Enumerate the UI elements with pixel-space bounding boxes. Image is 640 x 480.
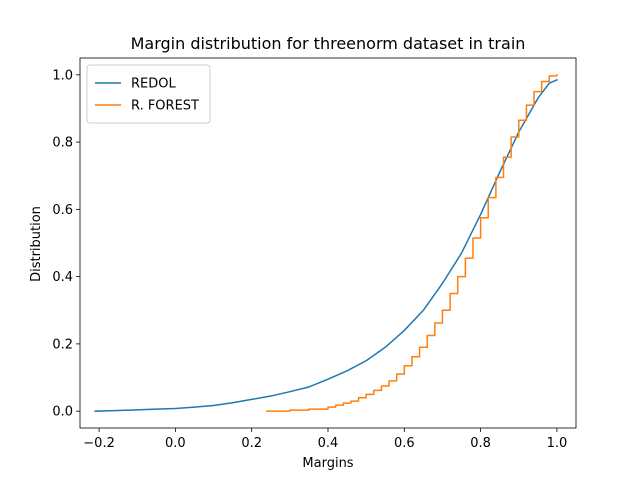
y-tick-label: 0.6	[52, 203, 73, 218]
y-tick-label: 1.0	[52, 68, 73, 83]
series-layer	[94, 74, 558, 412]
x-tick-label: 0.6	[394, 436, 415, 451]
y-tick-label: 0.2	[52, 337, 73, 352]
chart-title: Margin distribution for threenorm datase…	[131, 34, 526, 53]
y-tick-label: 0.4	[52, 270, 73, 285]
x-tick-label: 0.8	[470, 436, 491, 451]
x-tick-label: 0.4	[318, 436, 339, 451]
legend-box	[86, 64, 211, 124]
y-tick-label: 0.8	[52, 136, 73, 151]
legend-label: R. FOREST	[131, 99, 199, 114]
x-tick-label: −0.2	[83, 436, 115, 451]
legend-label: REDOL	[131, 77, 176, 92]
x-tick-label: 0.2	[241, 436, 262, 451]
series-line-2	[266, 74, 558, 412]
axes-layer: −0.2 0.0 0.2 0.4 0.6 0.8 1.0 0.0 0.2 0.4 0.6 0.8 1.0	[52, 57, 577, 451]
y-axis-label: Distribution	[29, 206, 44, 282]
y-tick-label: 0.0	[52, 405, 73, 420]
x-tick-label: 0.0	[165, 436, 186, 451]
x-axis-label: Margins	[302, 456, 353, 471]
x-tick-label: 1.0	[547, 436, 568, 451]
legend: REDOL R. FOREST	[86, 64, 211, 124]
